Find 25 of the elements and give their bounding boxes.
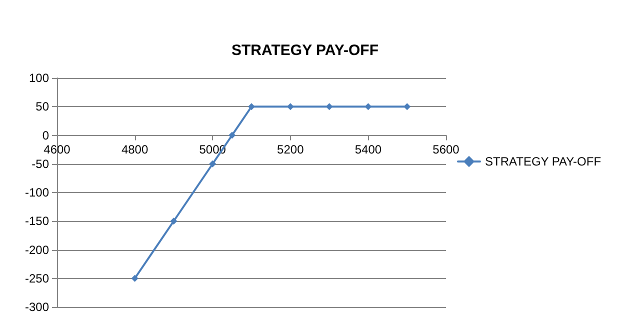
y-tick-label: -150 bbox=[24, 214, 50, 228]
x-tick-label: 5600 bbox=[432, 142, 460, 156]
y-tick-label: -50 bbox=[32, 156, 50, 171]
point bbox=[131, 274, 138, 282]
y-tick-label: -300 bbox=[24, 300, 50, 314]
x-tick-label: 4600 bbox=[44, 142, 71, 156]
point bbox=[209, 160, 216, 168]
point bbox=[326, 103, 333, 110]
point bbox=[228, 132, 236, 139]
y-tick-label: -100 bbox=[24, 186, 50, 200]
point bbox=[248, 103, 255, 110]
x-tick-label: 4800 bbox=[121, 142, 148, 156]
y-tick-label: 0 bbox=[42, 128, 50, 142]
y-tick-label: -250 bbox=[24, 271, 50, 286]
point bbox=[286, 103, 294, 110]
point bbox=[364, 103, 372, 110]
point bbox=[170, 218, 178, 225]
legend-label: STRATEGY PAY-OFF bbox=[485, 154, 602, 168]
chart-title: STRATEGY PAY-OFF bbox=[232, 42, 378, 59]
x-tick-label: 5400 bbox=[354, 142, 382, 156]
y-tick-label: 50 bbox=[36, 100, 50, 114]
point bbox=[404, 103, 411, 110]
y-tick-label: 100 bbox=[28, 71, 50, 85]
y-tick-label: -200 bbox=[24, 242, 50, 257]
x-tick-label: 5200 bbox=[277, 142, 304, 156]
